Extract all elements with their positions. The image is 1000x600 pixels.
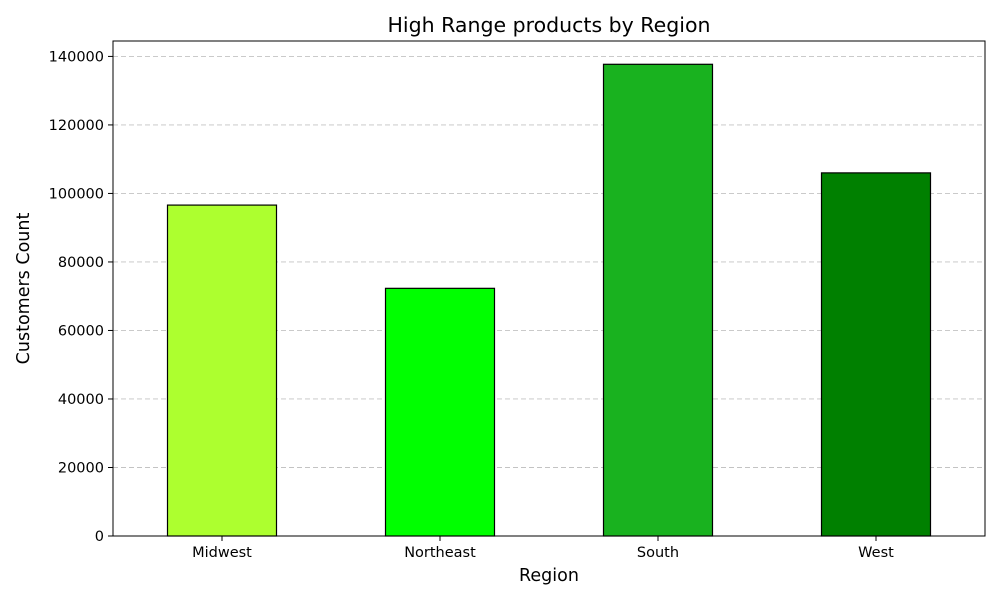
- bar-south: [602, 63, 714, 537]
- x-tick-label: West: [858, 545, 894, 561]
- y-tick-label: 120000: [49, 118, 104, 134]
- y-tick-label: 60000: [58, 323, 104, 339]
- x-tick-label: Northeast: [404, 545, 476, 561]
- bars: [166, 63, 932, 537]
- x-axis-title: Region: [519, 566, 579, 586]
- bar-midwest: [166, 204, 278, 537]
- y-tick-label: 140000: [49, 49, 104, 65]
- plot-frame: [112, 40, 986, 537]
- x-tick-label: Midwest: [192, 545, 252, 561]
- bar-west: [820, 172, 932, 537]
- bar-northeast: [384, 287, 496, 537]
- chart-title: High Range products by Region: [387, 13, 710, 37]
- x-axis-ticks: Midwest Northeast South West: [192, 536, 894, 561]
- x-tick-label: South: [637, 545, 679, 561]
- y-axis-ticks: 0 20000 40000 60000 80000 100000 120000 140000: [49, 49, 113, 545]
- y-tick-label: 0: [95, 529, 104, 545]
- y-tick-label: 100000: [49, 186, 104, 202]
- y-tick-label: 80000: [58, 255, 104, 271]
- y-axis-title: Customers Count: [14, 213, 34, 365]
- y-tick-label: 20000: [58, 460, 104, 476]
- y-tick-label: 40000: [58, 392, 104, 408]
